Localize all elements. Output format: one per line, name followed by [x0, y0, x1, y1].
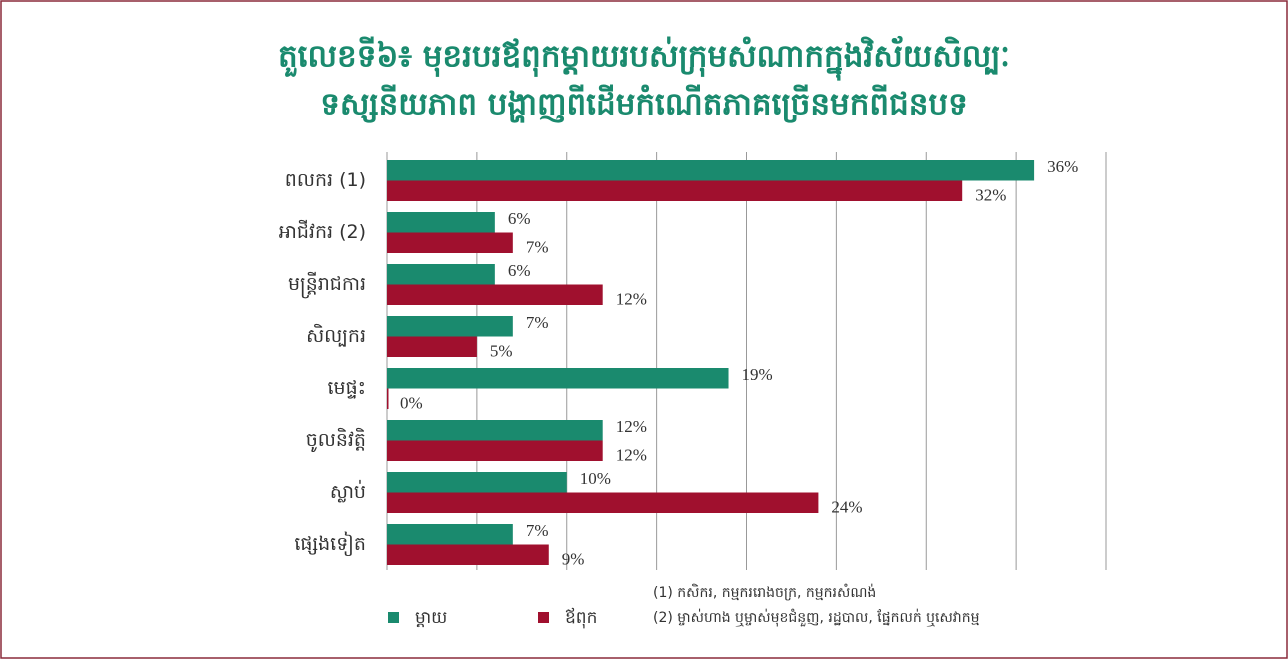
bar: [387, 212, 495, 233]
value-label: 12%: [616, 446, 647, 465]
bar: [387, 264, 495, 285]
value-label: 6%: [508, 261, 531, 280]
bar: [387, 492, 819, 513]
y-tick-label: ចូលនិវត្តិ: [306, 427, 366, 453]
bar: [387, 232, 513, 253]
y-tick-label: ពលករ (1): [285, 169, 366, 191]
value-label: 5%: [490, 342, 513, 361]
value-label: 32%: [975, 186, 1006, 205]
y-tick-label: ស្លាប់: [330, 479, 366, 503]
value-label: 9%: [562, 550, 585, 569]
bar: [387, 336, 477, 357]
value-label: 24%: [831, 498, 862, 517]
legend-label: ម្តាយ: [415, 608, 447, 628]
value-label: 12%: [616, 417, 647, 436]
value-label: 19%: [742, 365, 773, 384]
note: (1) កសិករ, កម្មកររោងចក្រ, កម្មករសំណង់: [653, 583, 876, 601]
value-label: 12%: [616, 290, 647, 309]
legend-swatch: [388, 612, 399, 623]
y-tick-label: សិល្បករ: [306, 323, 366, 347]
chart-title: តួលេខទី៦៖ មុខរបរឪពុកម្តាយរបស់ក្រុមសំណាកក…: [278, 36, 1010, 82]
bar: [387, 472, 567, 493]
bar: [387, 316, 513, 337]
y-tick-label: មេផ្ទះ: [327, 377, 366, 399]
legend-label: ឪពុក: [565, 607, 597, 629]
value-label: 7%: [526, 521, 549, 540]
y-tick-label: អាជីវករ (2): [279, 219, 366, 243]
value-label: 10%: [580, 469, 611, 488]
bar: [387, 180, 963, 201]
note: (2) ម្ចាស់ហាង ឬម្ចាស់មុខជំនួញ, រដ្ឋបាល, …: [653, 608, 980, 627]
bar: [387, 160, 1035, 181]
legend-swatch: [538, 612, 549, 623]
y-tick-label: មន្ត្រីរាជការ: [288, 271, 366, 299]
value-label: 7%: [526, 238, 549, 257]
bar: [387, 544, 549, 565]
chart-title: ទស្សនីយភាព បង្ហាញពីដើមកំណើតភាគច្រើនមកពីជ…: [320, 84, 968, 124]
bar: [387, 388, 389, 409]
bar: [387, 284, 603, 305]
bar: [387, 524, 513, 545]
y-tick-label: ផ្សេងទៀត: [294, 531, 366, 557]
value-label: 0%: [400, 394, 423, 413]
value-label: 36%: [1047, 157, 1078, 176]
value-label: 7%: [526, 313, 549, 332]
bar: [387, 440, 603, 461]
value-label: 6%: [508, 209, 531, 228]
bar: [387, 368, 729, 389]
bar: [387, 420, 603, 441]
